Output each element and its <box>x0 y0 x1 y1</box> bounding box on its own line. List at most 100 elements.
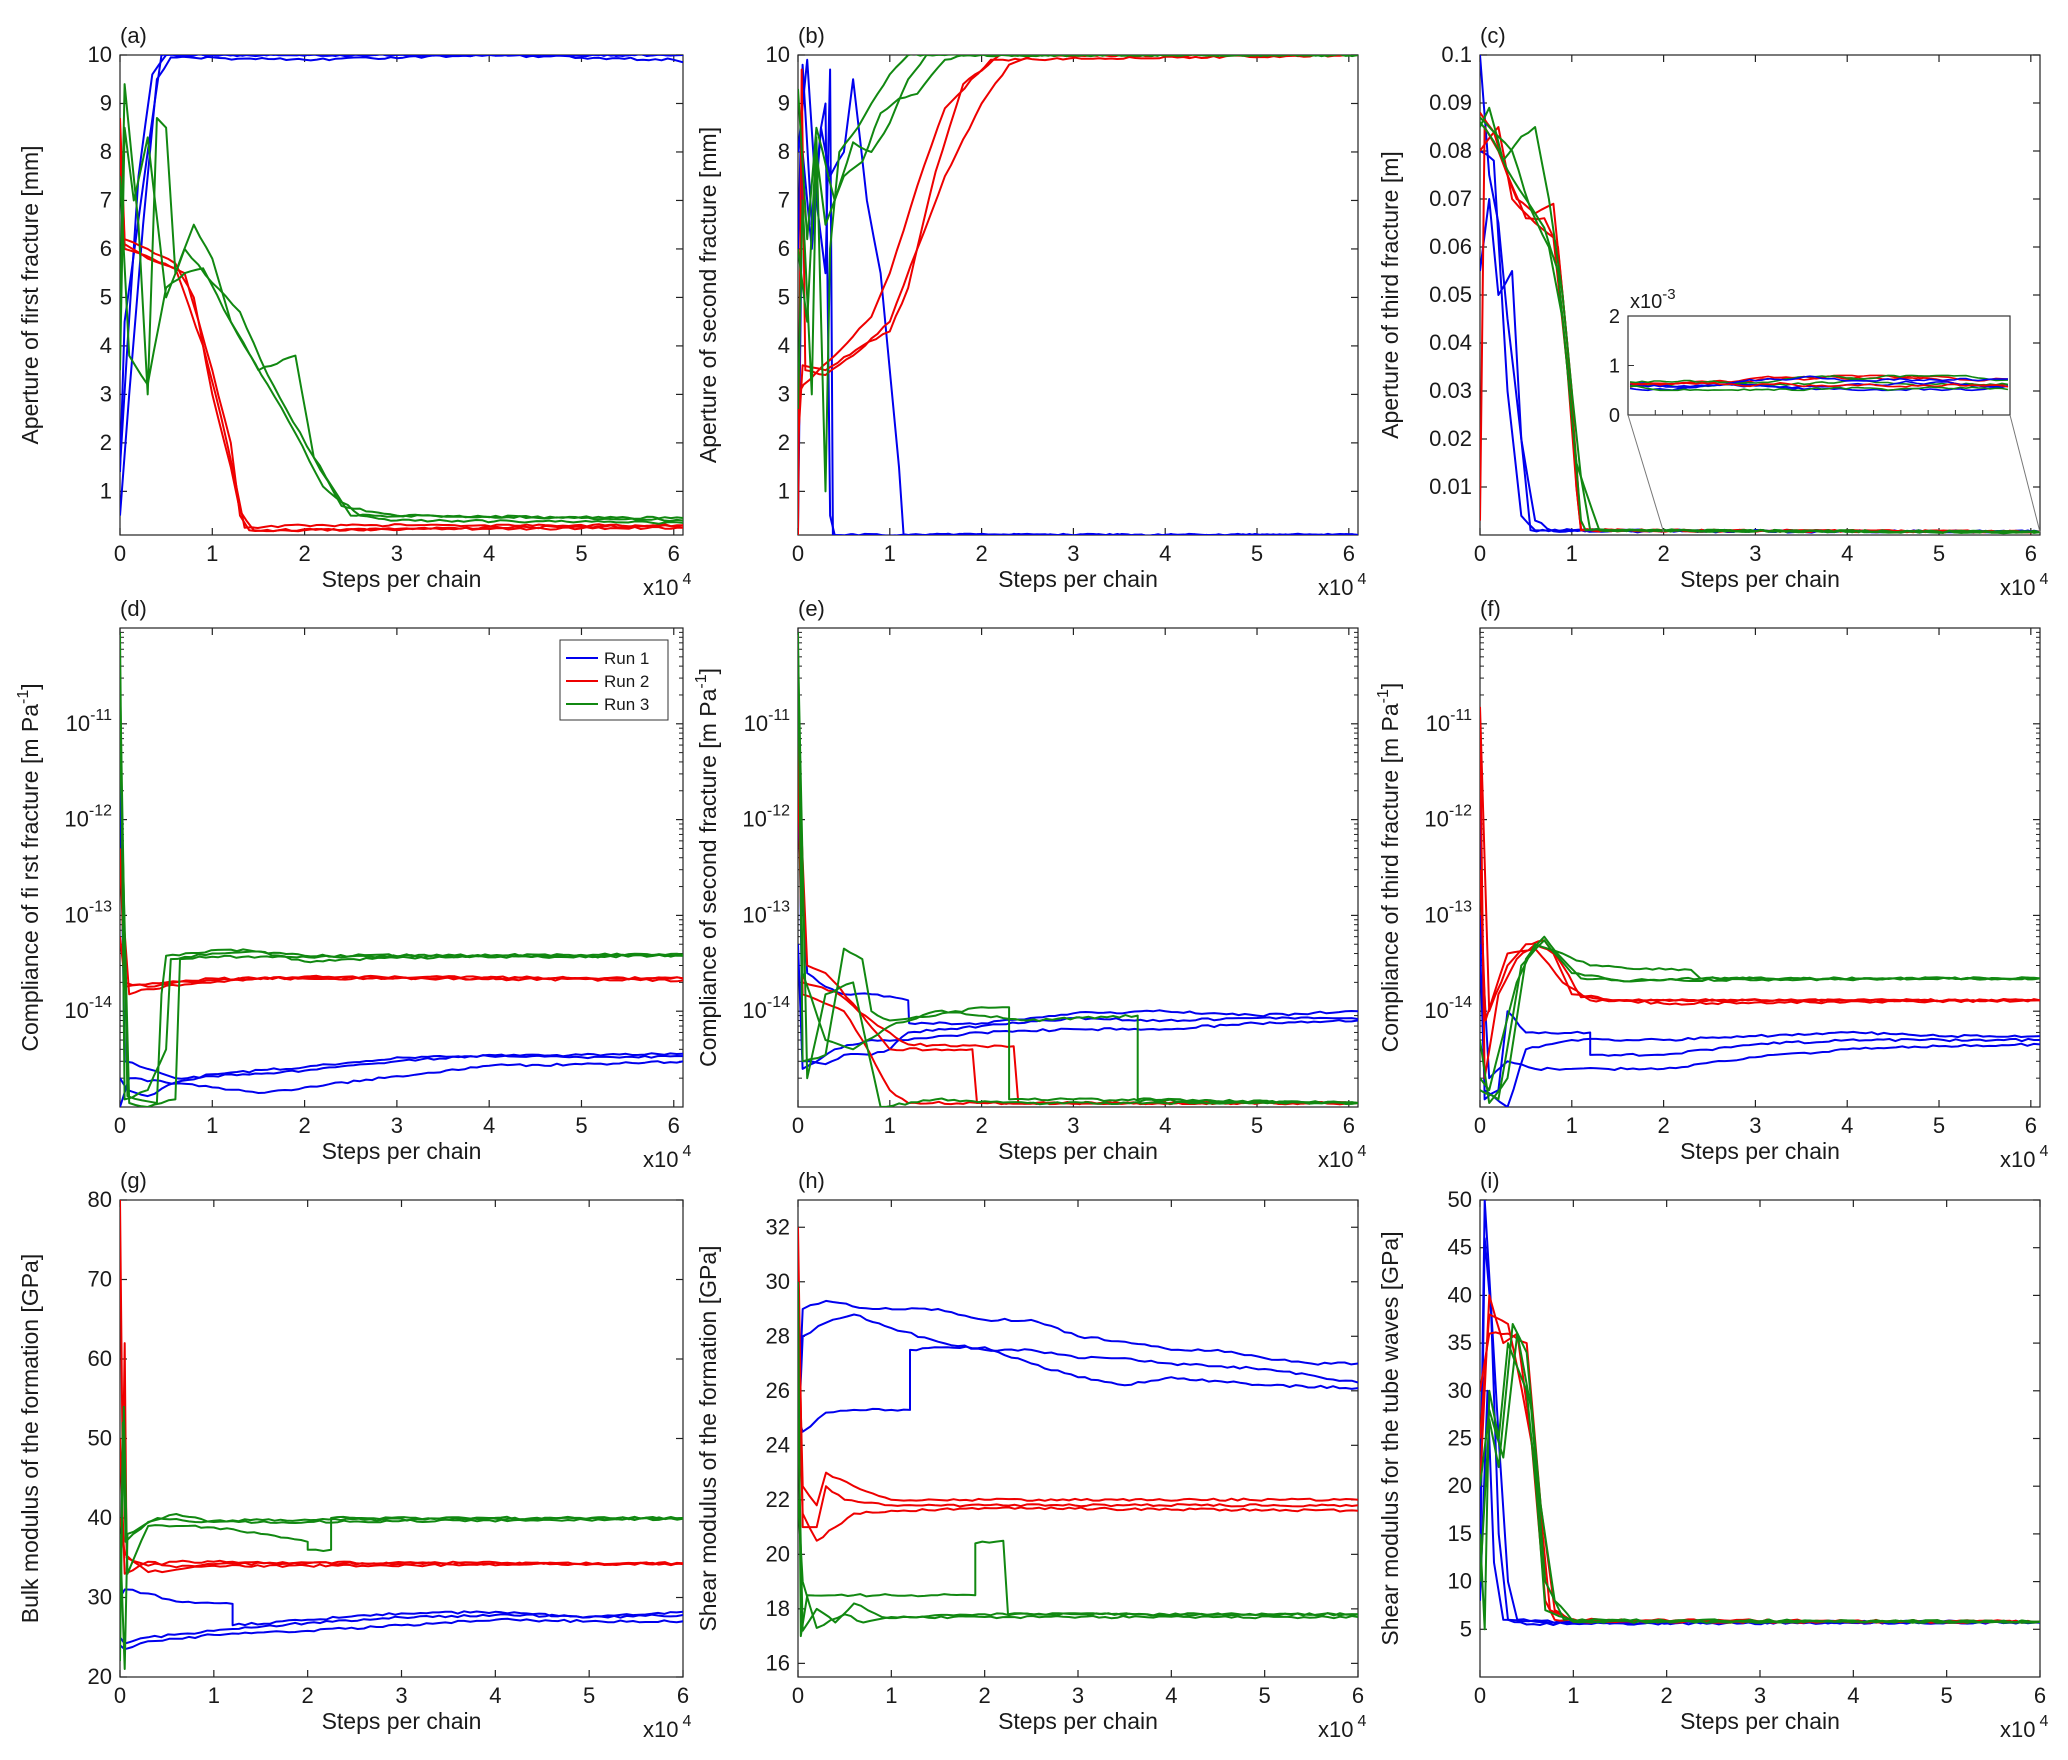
y-tick-label: 0.1 <box>1441 42 1472 67</box>
axes-frame <box>1479 627 2041 1108</box>
y-tick-label: 8 <box>100 139 112 164</box>
x-axis-label: Steps per chain <box>1680 1708 1840 1734</box>
x-axis-label: Steps per chain <box>1680 1138 1840 1164</box>
x-tick-label: 0 <box>114 541 126 566</box>
series-line-run-3 <box>120 1405 683 1646</box>
series-line-run-1 <box>798 1313 1358 1446</box>
y-tick-label: 5 <box>1460 1616 1472 1641</box>
x-tick-label: 5 <box>575 541 587 566</box>
y-tick-label: 80 <box>88 1187 112 1212</box>
panel-label: (f) <box>1480 596 1501 621</box>
series-line-run-1 <box>120 55 683 516</box>
x-axis-label: Steps per chain <box>998 566 1158 592</box>
y-tick-label: 4 <box>778 333 790 358</box>
plot-area <box>798 632 1358 1107</box>
y-axis-label: Compliance of third fracture [m Pa-1] <box>1375 683 1403 1053</box>
series-line-run-2 <box>1480 706 2040 1013</box>
series-line-run-1 <box>120 1617 683 1651</box>
x-tick-label: 5 <box>583 1683 595 1708</box>
panel-label: (i) <box>1480 1168 1500 1193</box>
x-tick-label: 3 <box>1749 541 1761 566</box>
series-line-run-1 <box>798 102 1358 535</box>
x-tick-label: 1 <box>884 1113 896 1138</box>
series-line-run-2 <box>120 1438 683 1575</box>
series-line-run-3 <box>1480 1342 2040 1631</box>
y-tick-label: 20 <box>88 1664 112 1689</box>
y-tick-label: 5 <box>778 284 790 309</box>
inset-plot: 0 1 2 x10-3 <box>1609 286 2041 533</box>
x-axis-label: Steps per chain <box>322 566 482 592</box>
x-tick-label: 6 <box>1343 541 1355 566</box>
y-tick-label: 10 <box>1448 1569 1472 1594</box>
series-line-run-3 <box>1480 939 2040 1101</box>
y-tick-label: 40 <box>1448 1282 1472 1307</box>
x-tick-label: 2 <box>1657 541 1669 566</box>
x-tick-label: 0 <box>792 1113 804 1138</box>
series-line-run-1 <box>120 1610 683 1645</box>
x-axis-multiplier: x10 4 <box>2000 1713 2048 1742</box>
y-tick-label: 10-13 <box>1424 898 1472 927</box>
panel-g: (g) 0 1 2 3 4 5 6 20 30 40 50 60 70 80 Steps per chain x… <box>17 1168 691 1742</box>
y-tick-label: 7 <box>100 187 112 212</box>
y-tick-label: 5 <box>100 284 112 309</box>
series-line-run-3 <box>798 649 1358 1107</box>
panel-e: (e) 0 1 2 3 4 5 6 10-14 10-13 10-12 10-11 Steps per … <box>693 596 1366 1172</box>
series-line-run-1 <box>1480 915 2040 1080</box>
y-tick-label: 3 <box>778 381 790 406</box>
series-line-run-3 <box>798 666 1358 1105</box>
x-tick-label: 0 <box>792 1683 804 1708</box>
series-line-run-3 <box>120 745 683 1107</box>
y-tick-label: 10-11 <box>1426 707 1473 736</box>
series-line-run-2 <box>798 1295 1358 1507</box>
inset-series-line <box>1629 375 2008 388</box>
legend-entry: Run 2 <box>604 672 649 691</box>
axes-frame <box>797 627 1359 1108</box>
y-tick-label: 20 <box>1448 1473 1472 1498</box>
y-tick-label: 0.07 <box>1429 186 1472 211</box>
series-line-run-3 <box>1480 935 2040 1104</box>
x-tick-label: 4 <box>489 1683 501 1708</box>
inset-exponent-label: x10-3 <box>1630 286 1676 313</box>
x-tick-label: 3 <box>1749 1113 1761 1138</box>
y-tick-label: 10-11 <box>744 707 791 736</box>
y-tick-label: 16 <box>766 1650 790 1675</box>
series-line-run-3 <box>120 678 683 1104</box>
y-tick-label: 20 <box>766 1541 790 1566</box>
x-tick-label: 4 <box>1847 1683 1859 1708</box>
y-tick-label: 2 <box>778 430 790 455</box>
panel-label: (d) <box>120 596 147 621</box>
inset-y-tick-label: 2 <box>1609 306 1620 328</box>
inset-series-line <box>1629 380 2009 389</box>
x-axis-multiplier: x10 4 <box>643 571 691 600</box>
x-axis-multiplier: x10 4 <box>2000 571 2048 600</box>
y-tick-label: 10-14 <box>742 994 790 1023</box>
y-tick-label: 60 <box>88 1346 112 1371</box>
x-tick-label: 4 <box>1159 541 1171 566</box>
series-line-run-1 <box>1480 761 2040 1101</box>
y-tick-label: 4 <box>100 333 112 358</box>
series-line-run-1 <box>798 1299 1358 1419</box>
x-tick-label: 2 <box>975 1113 987 1138</box>
inset-connector <box>1627 414 1665 533</box>
y-tick-label: 3 <box>100 381 112 406</box>
x-tick-label: 1 <box>884 541 896 566</box>
series-line-run-1 <box>1480 1200 2040 1624</box>
plot-area <box>120 55 683 533</box>
y-tick-label: 0.06 <box>1429 234 1472 259</box>
x-tick-label: 3 <box>391 1113 403 1138</box>
x-tick-label: 2 <box>302 1683 314 1708</box>
x-tick-label: 5 <box>1941 1683 1953 1708</box>
series-line-run-2 <box>1480 1331 2040 1624</box>
panel-label: (g) <box>120 1168 147 1193</box>
x-tick-label: 4 <box>1841 1113 1853 1138</box>
y-tick-label: 1 <box>778 478 790 503</box>
x-tick-label: 2 <box>1661 1683 1673 1708</box>
panel-d: (d) 0 1 2 3 4 5 6 10-14 10-13 10-12 10-11 Steps per … <box>15 596 691 1172</box>
x-tick-label: 4 <box>483 1113 495 1138</box>
plot-area <box>798 55 1358 535</box>
series-line-run-3 <box>120 1516 683 1670</box>
x-axis-label: Steps per chain <box>322 1138 482 1164</box>
series-line-run-3 <box>1480 116 2040 534</box>
